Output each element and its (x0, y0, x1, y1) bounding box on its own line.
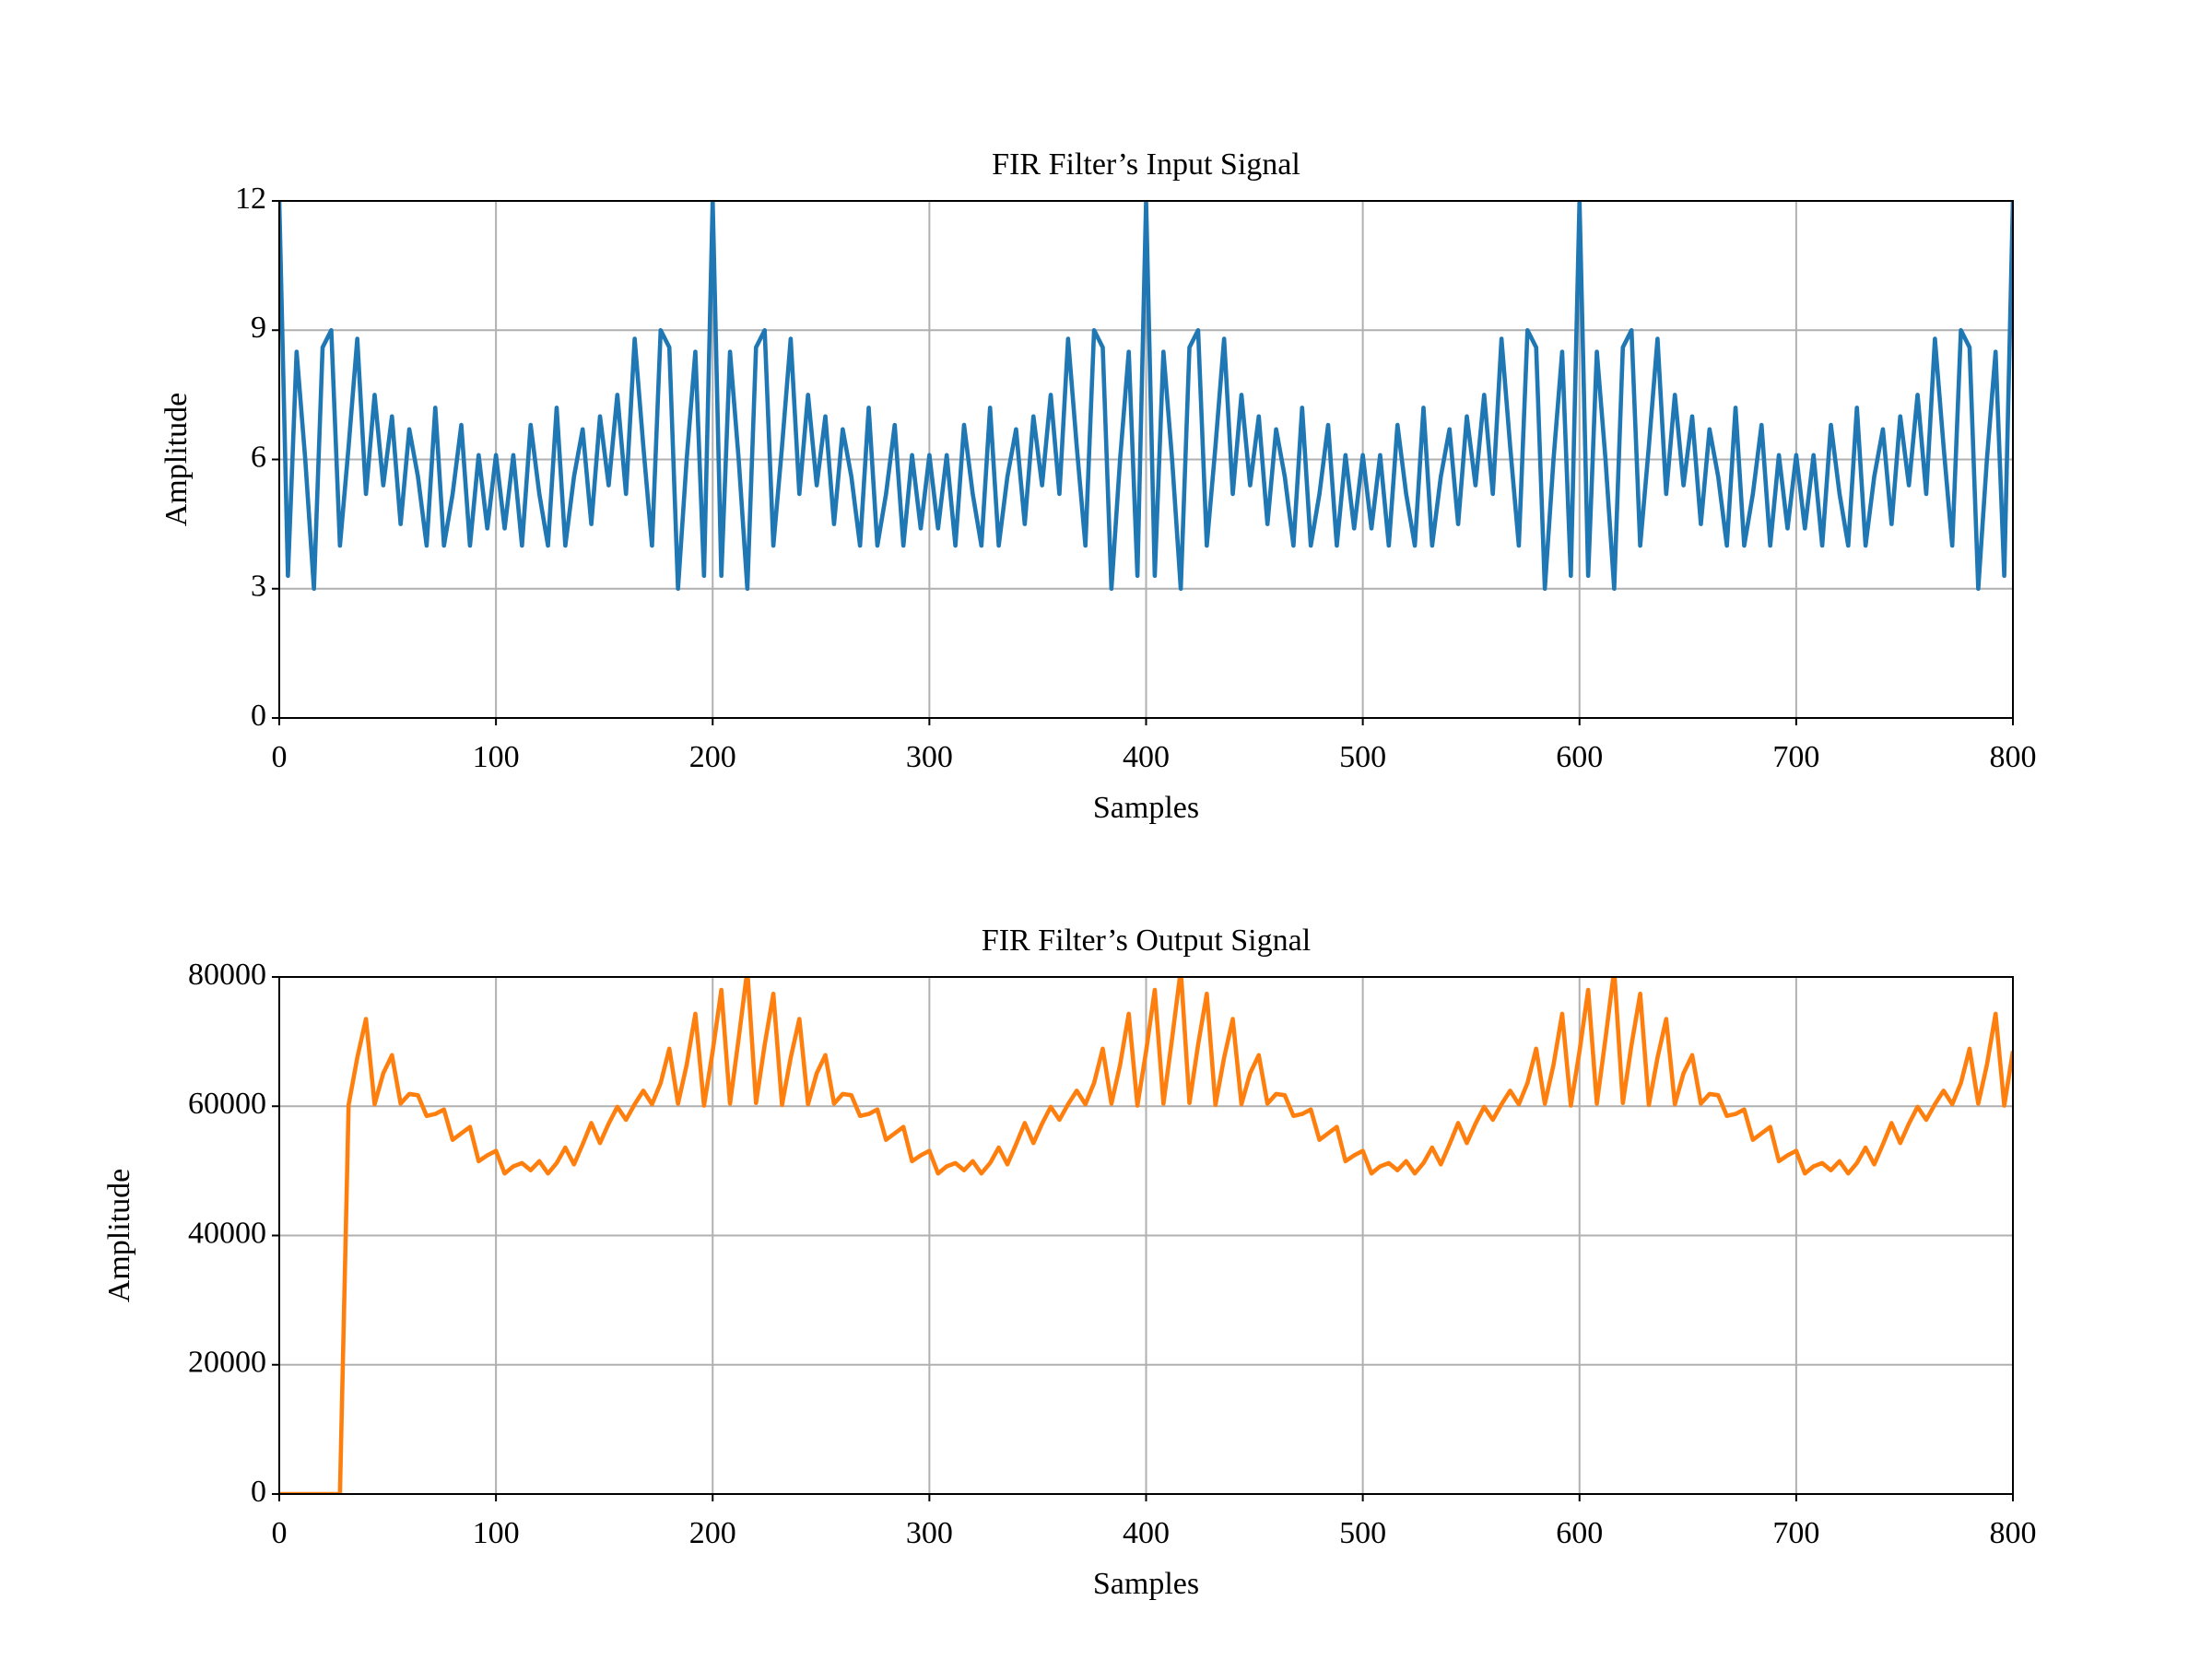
x-tick-label: 300 (906, 1516, 953, 1550)
y-tick-label: 6 (251, 440, 266, 474)
y-tick-label: 9 (251, 311, 266, 345)
chart-title: FIR Filter’s Input Signal (992, 147, 1300, 182)
x-tick-label: 200 (689, 1516, 736, 1550)
x-axis-label: Samples (1093, 791, 1199, 825)
axes-frame (278, 976, 2014, 1495)
y-tick-label: 0 (251, 699, 266, 733)
y-tick-label: 60000 (188, 1087, 266, 1121)
x-tick-label: 600 (1556, 1516, 1603, 1550)
y-tick-label: 40000 (188, 1216, 266, 1250)
x-axis-label: Samples (1093, 1567, 1199, 1601)
x-tick-label: 700 (1772, 740, 1819, 774)
x-tick-label: 300 (906, 740, 953, 774)
chart-title: FIR Filter’s Output Signal (982, 924, 1311, 958)
axes-frame (278, 200, 2014, 719)
x-tick-label: 100 (473, 740, 520, 774)
signal-line (279, 201, 2013, 592)
x-tick-label: 500 (1339, 1516, 1386, 1550)
y-tick-label: 3 (251, 570, 266, 604)
x-tick-label: 200 (689, 740, 736, 774)
x-tick-label: 800 (1990, 1516, 2037, 1550)
y-tick-label: 0 (251, 1475, 266, 1509)
signal-line (279, 977, 2013, 1494)
x-tick-label: 500 (1339, 740, 1386, 774)
x-tick-label: 400 (1123, 740, 1170, 774)
x-tick-label: 600 (1556, 740, 1603, 774)
y-axis-label: Amplitude (159, 393, 194, 526)
x-tick-label: 100 (473, 1516, 520, 1550)
x-tick-label: 400 (1123, 1516, 1170, 1550)
x-tick-label: 0 (272, 740, 288, 774)
y-tick-label: 12 (235, 182, 266, 216)
x-tick-label: 700 (1772, 1516, 1819, 1550)
y-axis-label: Amplitude (102, 1169, 136, 1302)
x-tick-label: 800 (1990, 740, 2037, 774)
y-tick-label: 80000 (188, 958, 266, 992)
x-tick-label: 0 (272, 1516, 288, 1550)
y-tick-label: 20000 (188, 1346, 266, 1380)
